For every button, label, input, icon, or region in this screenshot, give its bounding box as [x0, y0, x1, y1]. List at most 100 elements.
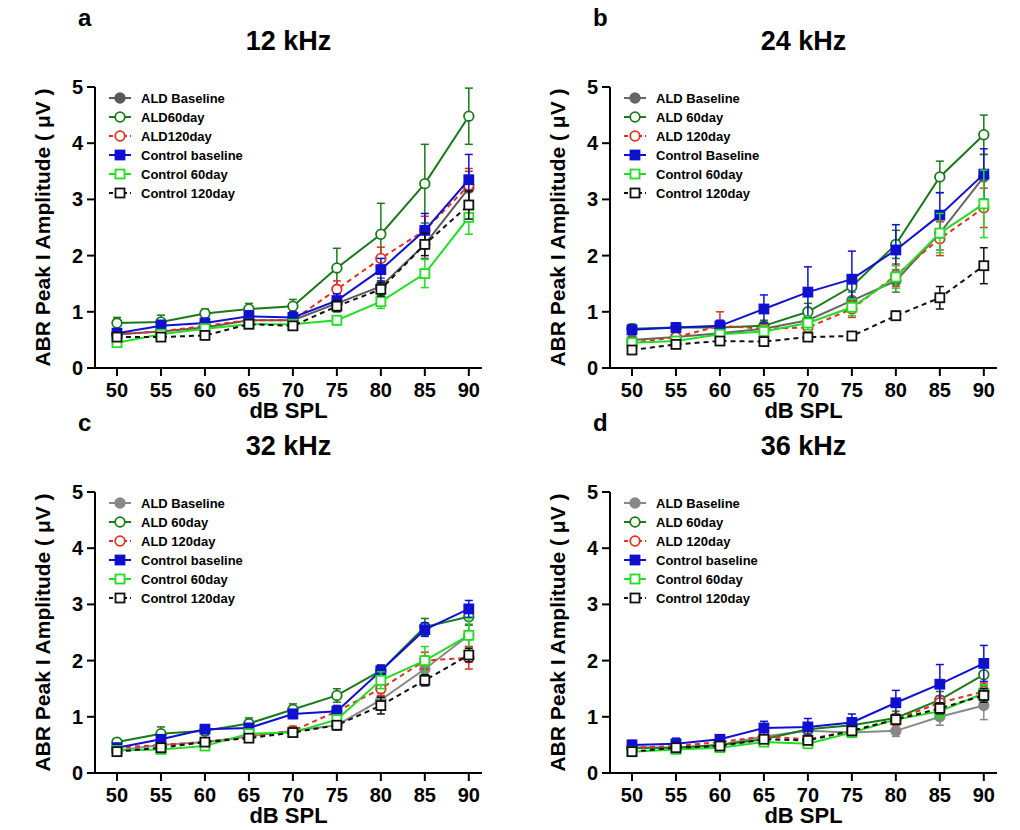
error-cap [377, 282, 385, 284]
marker [200, 737, 210, 747]
error-cap [465, 618, 473, 620]
x-axis-label: dB SPL [764, 398, 842, 423]
marker [630, 498, 640, 508]
marker [420, 656, 430, 666]
y-tick-label: 5 [72, 76, 83, 98]
y-axis-label: ABR Peak I Amplitude ( μV ) [31, 88, 54, 366]
marker [671, 323, 680, 332]
legend: ALD BaselineALD 60dayALD 120dayControl b… [109, 496, 243, 606]
error-bar [980, 685, 988, 702]
marker [288, 728, 297, 737]
x-tick-label: 90 [973, 379, 995, 401]
x-tick [204, 773, 206, 781]
series [112, 201, 473, 348]
marker [803, 722, 812, 731]
marker [420, 226, 430, 236]
error-cap [377, 713, 385, 715]
error-cap [804, 316, 812, 318]
marker [891, 726, 901, 736]
error-bar [892, 266, 900, 288]
error-bar [892, 715, 900, 724]
y-tick [87, 142, 95, 144]
marker [115, 517, 125, 527]
panel-letter: d [593, 409, 608, 436]
error-cap [421, 618, 429, 620]
error-cap [848, 298, 856, 300]
panel: c32 kHz012345505560657075808590dB SPLABR… [31, 409, 482, 828]
x-tick-label: 80 [370, 784, 392, 806]
marker [376, 229, 386, 239]
error-cap [377, 695, 385, 697]
error-cap [421, 255, 429, 257]
x-tick-label: 80 [885, 784, 907, 806]
marker [631, 594, 640, 603]
error-bar [333, 689, 341, 702]
error-cap [377, 280, 385, 282]
marker [332, 720, 342, 730]
error-bar [892, 690, 900, 715]
error-bar [465, 648, 473, 661]
error-cap [421, 213, 429, 215]
error-bar [377, 258, 385, 280]
error-cap [980, 681, 988, 683]
error-bar [421, 675, 429, 686]
marker [115, 112, 125, 122]
plot-area [627, 115, 988, 354]
marker [464, 631, 474, 641]
x-axis-label: dB SPL [249, 803, 327, 828]
error-bar [377, 283, 385, 296]
error-bar [936, 161, 944, 192]
y-tick-label: 3 [587, 593, 598, 615]
x-tick-label: 50 [621, 784, 643, 806]
series-line [632, 174, 984, 330]
y-tick [602, 198, 610, 200]
legend-label: Control 60day [656, 572, 743, 587]
legend-label: ALD Baseline [141, 496, 225, 511]
error-cap [465, 668, 473, 670]
series-line [632, 692, 984, 748]
error-bar [377, 672, 385, 689]
marker [630, 131, 640, 141]
y-tick [602, 716, 610, 718]
series [112, 154, 473, 337]
y-tick [87, 660, 95, 662]
error-bar [377, 697, 385, 714]
marker [847, 726, 857, 736]
y-tick [602, 86, 610, 88]
series-line [117, 609, 469, 748]
marker [464, 175, 473, 184]
marker [847, 275, 856, 284]
marker [935, 680, 944, 689]
series-line [632, 204, 984, 343]
marker [671, 743, 681, 753]
x-tick-label: 75 [841, 784, 863, 806]
x-tick [851, 368, 853, 376]
panel-letter: a [78, 4, 92, 31]
x-tick [983, 368, 985, 376]
legend-label: Control Baseline [656, 148, 759, 163]
marker [200, 738, 209, 747]
error-cap [716, 311, 724, 313]
error-cap [760, 322, 768, 324]
marker [891, 715, 900, 724]
error-bar [421, 233, 429, 255]
series-line [632, 135, 984, 329]
error-cap [980, 688, 988, 690]
series [112, 168, 473, 339]
y-tick-label: 4 [72, 537, 84, 559]
error-cap [465, 600, 473, 602]
marker [847, 331, 856, 340]
x-tick [116, 773, 118, 781]
x-tick [939, 773, 941, 781]
error-cap [333, 701, 341, 703]
y-axis [94, 492, 96, 773]
x-tick [380, 773, 382, 781]
error-bar [465, 88, 473, 144]
marker [847, 726, 856, 735]
marker [803, 333, 812, 342]
x-axis-label: dB SPL [764, 803, 842, 828]
y-tick [87, 198, 95, 200]
x-tick [631, 368, 633, 376]
marker [200, 331, 209, 340]
y-tick [87, 86, 95, 88]
